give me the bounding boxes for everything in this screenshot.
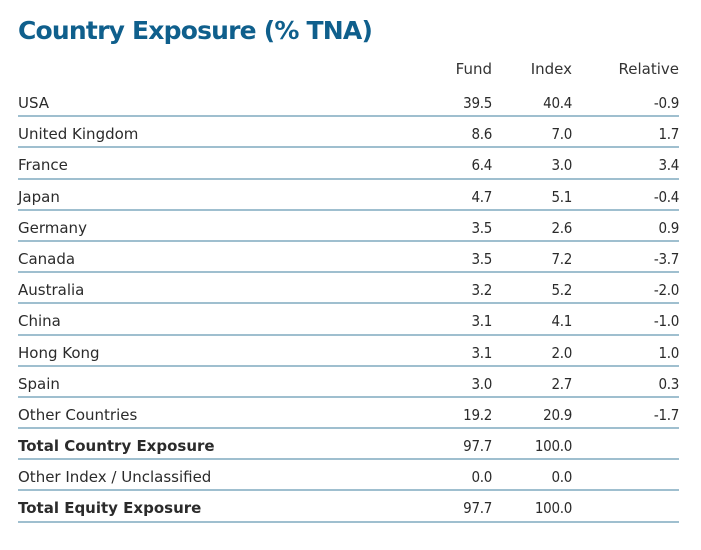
- row-label: Spain: [18, 374, 60, 393]
- fund-value: 3.1: [471, 312, 492, 331]
- relative-value: 0.9: [658, 218, 679, 237]
- index-value: 2.7: [551, 374, 572, 393]
- relative-value: 1.7: [658, 125, 679, 144]
- row-label: Other Index / Unclassified: [18, 468, 212, 487]
- row-label: Australia: [18, 281, 85, 300]
- index-value: 7.0: [551, 125, 572, 144]
- row-label: Canada: [18, 249, 76, 268]
- table-row: Hong Kong 3.1 2.0 1.0: [18, 336, 679, 367]
- table-row: Canada 3.5 7.2 -3.7: [18, 242, 679, 274]
- relative-value: 0.3: [658, 374, 679, 393]
- fund-value: 19.2: [463, 405, 492, 424]
- table-row: United Kingdom 8.6 7.0 1.7: [18, 117, 679, 149]
- table-row: Spain 3.0 2.7 0.3: [18, 367, 679, 398]
- fund-value: 39.5: [463, 94, 492, 112]
- table-row: Japan 4.7 5.1 -0.4: [18, 180, 679, 211]
- page-title: Country Exposure (% TNA): [18, 16, 373, 45]
- table-row: Other Index / Unclassified 0.0 0.0: [18, 460, 679, 492]
- row-label: United Kingdom: [18, 125, 139, 144]
- relative-value: -1.0: [653, 312, 679, 331]
- relative-value: 3.4: [658, 156, 679, 175]
- fund-value: 3.1: [471, 343, 492, 362]
- relative-value: -1.7: [653, 405, 679, 424]
- fund-value: 4.7: [471, 187, 492, 206]
- index-value: 20.9: [543, 405, 572, 424]
- table-row: USA 39.5 40.4 -0.9: [18, 86, 679, 118]
- table-row: Total Equity Exposure 97.7 100.0: [18, 491, 679, 523]
- table-row: Australia 3.2 5.2 -2.0: [18, 273, 679, 305]
- column-header-fund: Fund: [455, 60, 492, 78]
- index-value: 40.4: [543, 94, 572, 112]
- row-label: Hong Kong: [18, 343, 100, 362]
- row-label: Total Equity Exposure: [18, 499, 202, 518]
- index-value: 7.2: [551, 249, 572, 268]
- table-row: France 6.4 3.0 3.4: [18, 148, 679, 180]
- table-row: Germany 3.5 2.6 0.9: [18, 211, 679, 242]
- row-label: Other Countries: [18, 405, 138, 424]
- fund-value: 8.6: [471, 125, 492, 144]
- column-header-relative: Relative: [618, 60, 680, 78]
- index-value: 100.0: [534, 437, 572, 456]
- column-header-index: Index: [530, 60, 572, 78]
- relative-value: -3.7: [653, 249, 679, 268]
- fund-value: 3.0: [471, 374, 492, 393]
- table-row: China 3.1 4.1 -1.0: [18, 304, 679, 336]
- fund-value: 97.7: [463, 499, 492, 518]
- table-row: Total Country Exposure 97.7 100.0: [18, 429, 679, 461]
- fund-value: 97.7: [463, 437, 492, 456]
- fund-value: 3.5: [471, 249, 492, 268]
- row-label: Germany: [18, 218, 87, 237]
- row-label: Total Country Exposure: [18, 437, 215, 456]
- index-value: 5.1: [551, 187, 572, 206]
- index-value: 5.2: [551, 281, 572, 300]
- table-row: Other Countries 19.2 20.9 -1.7: [18, 398, 679, 430]
- index-value: 0.0: [551, 468, 572, 487]
- index-value: 2.6: [551, 218, 572, 237]
- index-value: 2.0: [551, 343, 572, 362]
- row-label: France: [18, 156, 68, 175]
- relative-value: 1.0: [658, 343, 679, 362]
- country-exposure-table: Fund Index Relative USA 39.5 40.4 -0.9 Unite…: [18, 54, 679, 523]
- fund-value: 3.2: [471, 281, 492, 300]
- row-label: Japan: [18, 187, 60, 206]
- index-value: 4.1: [551, 312, 572, 331]
- index-value: 100.0: [534, 499, 572, 518]
- fund-value: 0.0: [471, 468, 492, 487]
- relative-value: -2.0: [653, 281, 679, 300]
- table-header: Fund Index Relative: [18, 54, 679, 86]
- fund-value: 6.4: [471, 156, 492, 175]
- index-value: 3.0: [551, 156, 572, 175]
- row-label: USA: [18, 94, 50, 112]
- fund-value: 3.5: [471, 218, 492, 237]
- relative-value: -0.4: [653, 187, 679, 206]
- row-label: China: [18, 312, 61, 331]
- relative-value: -0.9: [653, 94, 679, 112]
